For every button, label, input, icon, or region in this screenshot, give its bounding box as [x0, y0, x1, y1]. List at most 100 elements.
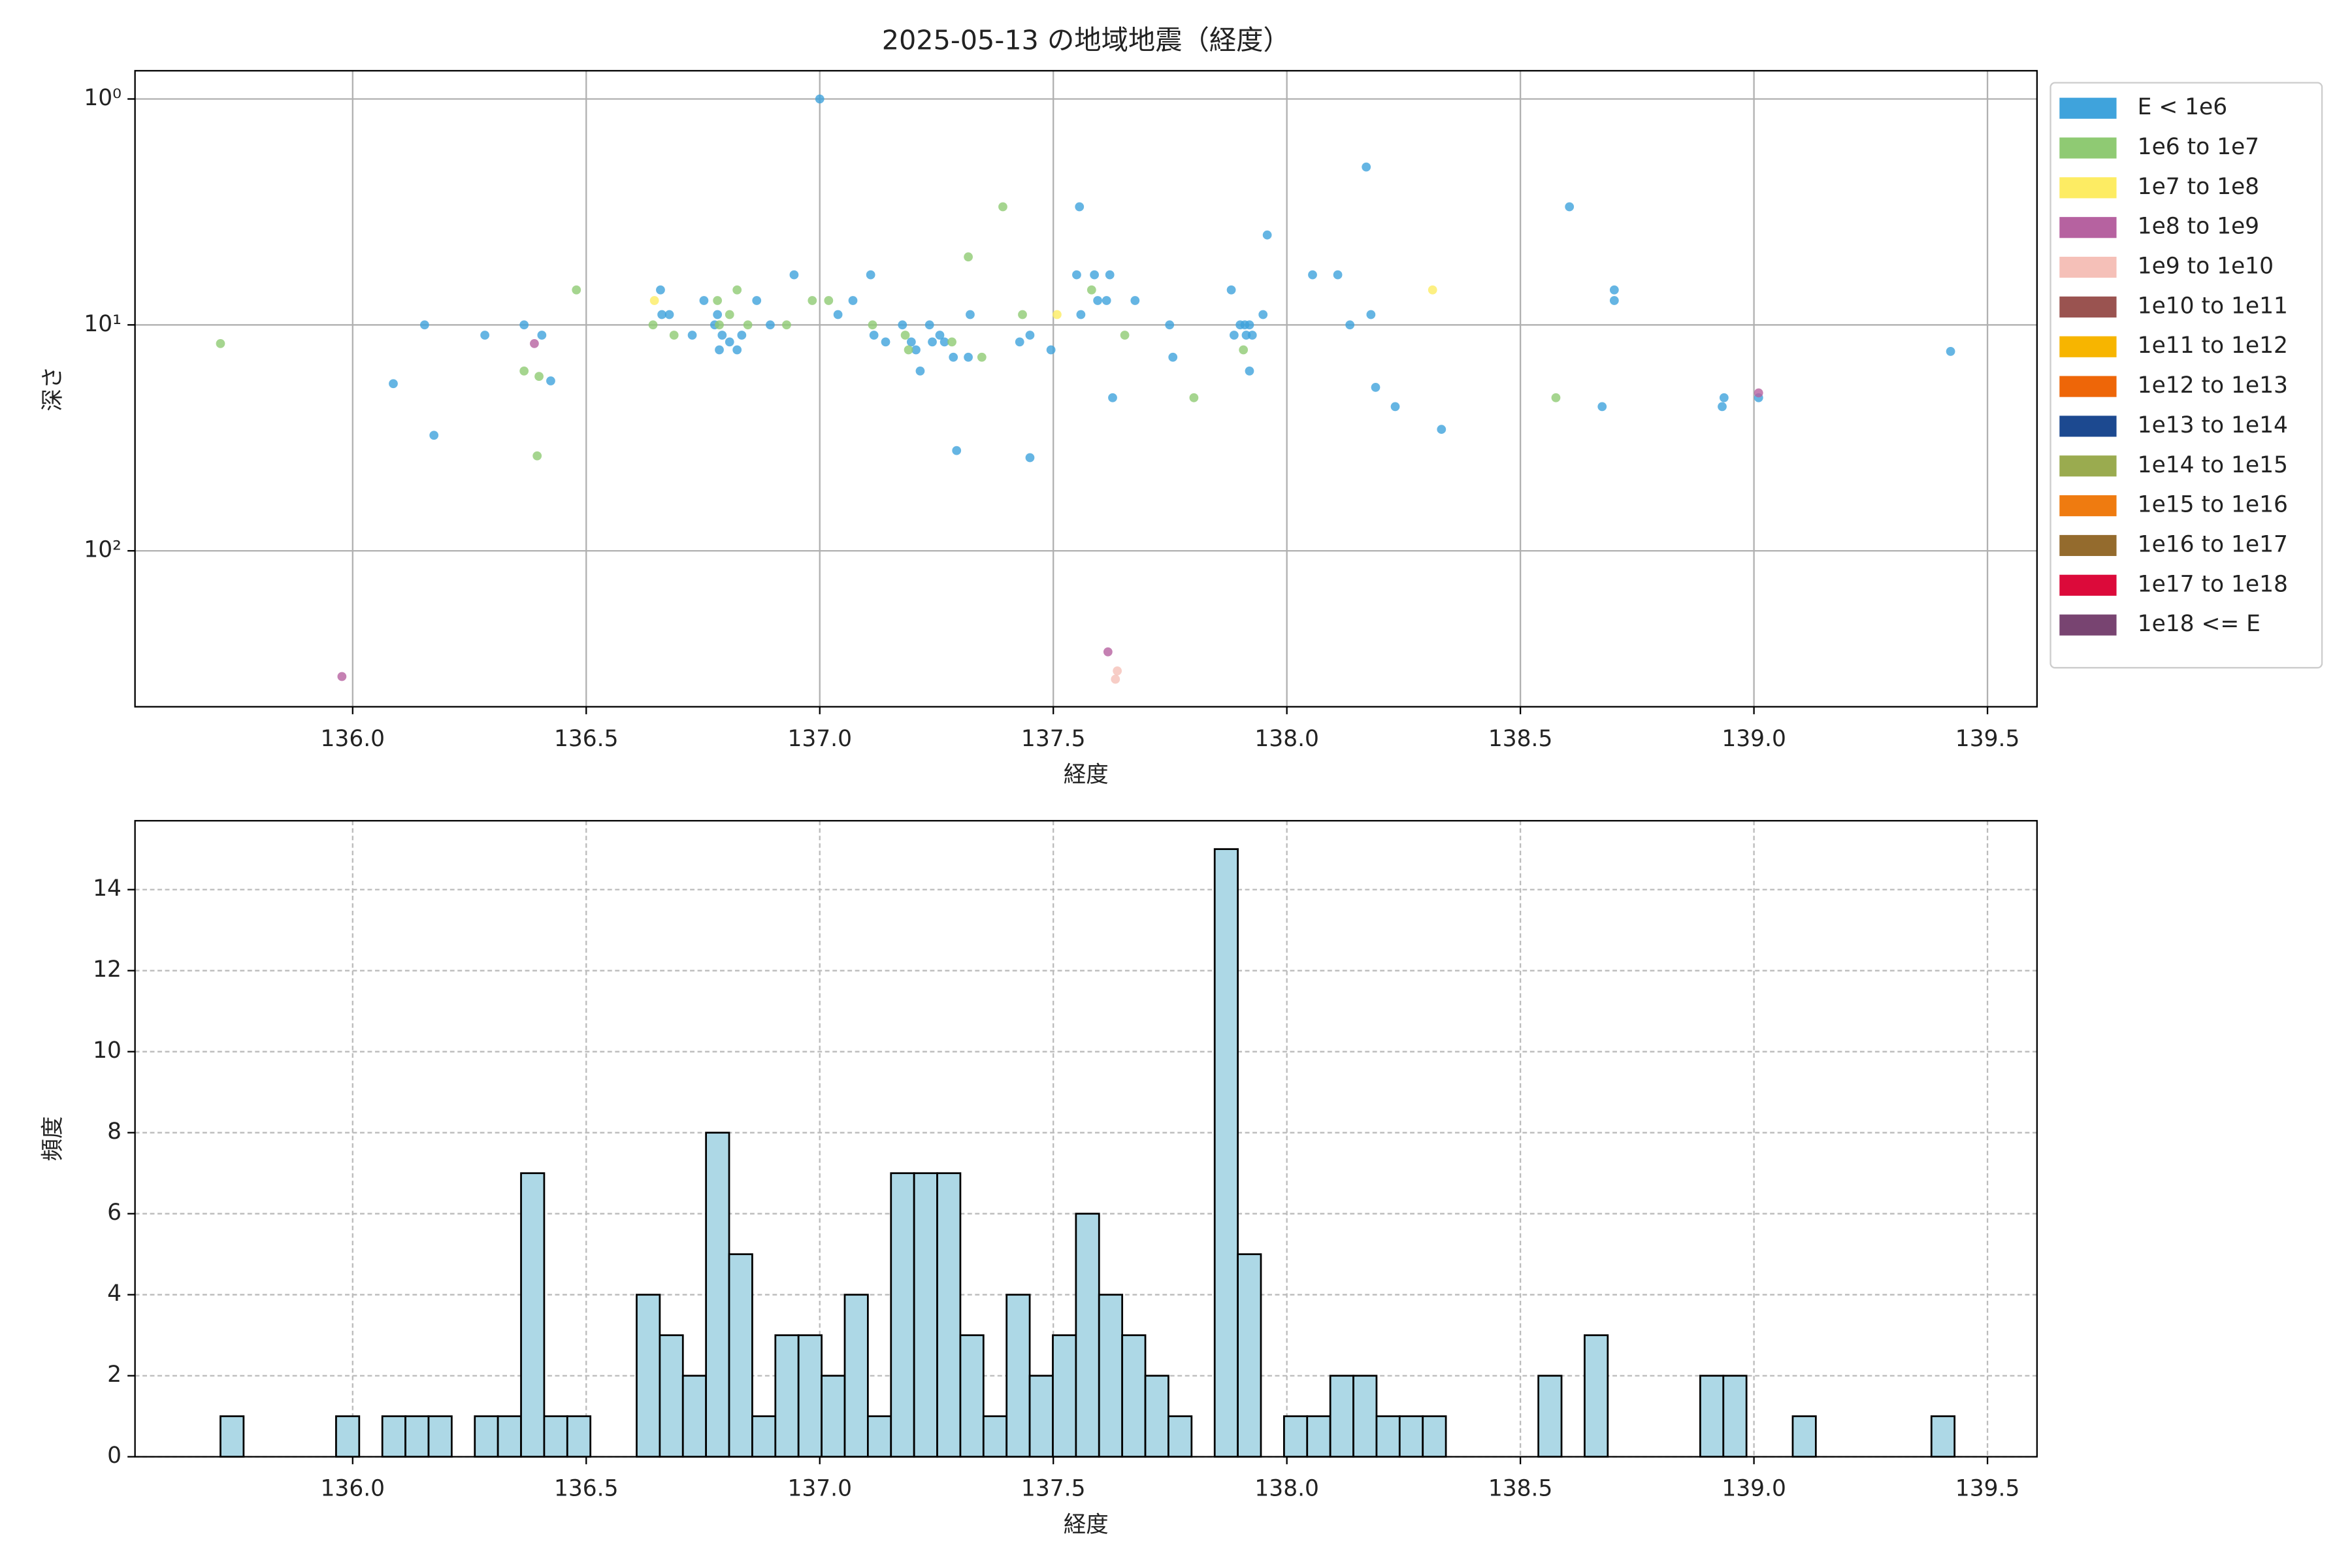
x-tick-label: 137.0 — [787, 1476, 852, 1502]
data-point — [952, 446, 962, 455]
bar — [659, 1334, 684, 1458]
data-point — [911, 345, 921, 355]
data-point — [1565, 202, 1575, 212]
data-point — [881, 337, 890, 347]
data-point — [1719, 393, 1729, 402]
data-point — [868, 320, 877, 330]
bar — [1791, 1415, 1817, 1458]
y-tick-label: 0 — [107, 1443, 122, 1469]
x-tick-label: 136.5 — [554, 1476, 619, 1502]
bar — [1722, 1375, 1748, 1458]
bar — [1422, 1415, 1447, 1458]
data-point — [713, 310, 723, 319]
data-point — [664, 310, 674, 319]
data-point — [519, 320, 529, 330]
data-point — [1015, 337, 1024, 347]
legend-swatch — [2059, 614, 2117, 636]
legend-label: 1e7 to 1e8 — [2138, 174, 2259, 200]
data-point — [1609, 296, 1619, 305]
data-point — [898, 320, 907, 330]
bar — [797, 1334, 823, 1458]
data-point — [717, 331, 727, 340]
data-point — [1046, 345, 1056, 355]
data-point — [1025, 453, 1035, 463]
data-point — [766, 320, 775, 330]
data-point — [966, 310, 975, 319]
bar — [1144, 1375, 1169, 1458]
bar — [1121, 1334, 1147, 1458]
data-point — [480, 331, 490, 340]
data-point — [732, 285, 742, 295]
chart-title: 2025-05-13 の地域地震（経度） — [882, 25, 1290, 56]
legend-label: 1e18 <= E — [2138, 611, 2261, 637]
bar — [890, 1172, 915, 1458]
x-axis-label: 経度 — [1064, 1512, 1109, 1538]
legend-label: 1e8 to 1e9 — [2138, 214, 2259, 240]
data-point — [949, 352, 958, 362]
legend-label: 1e11 to 1e12 — [2138, 333, 2288, 359]
data-point — [537, 331, 547, 340]
data-point — [572, 285, 581, 295]
legend-label: 1e17 to 1e18 — [2138, 571, 2288, 597]
data-point — [713, 296, 723, 305]
data-point — [1168, 352, 1178, 362]
data-point — [1262, 230, 1272, 240]
data-point — [546, 376, 555, 385]
bar — [543, 1415, 568, 1458]
legend-swatch — [2059, 137, 2117, 159]
data-point — [1247, 331, 1257, 340]
data-point — [1076, 310, 1086, 319]
data-point — [1597, 402, 1607, 412]
bar — [1375, 1415, 1401, 1458]
bar — [1168, 1415, 1193, 1458]
bar — [1213, 848, 1239, 1458]
data-point — [1366, 310, 1376, 319]
data-point — [1245, 320, 1254, 330]
data-point — [669, 331, 679, 340]
y-tick-label: 6 — [107, 1200, 122, 1226]
bar — [1398, 1415, 1424, 1458]
data-point — [1189, 393, 1199, 402]
data-point — [900, 331, 910, 340]
bar — [1584, 1334, 1609, 1458]
data-point — [715, 320, 724, 330]
y-tick-label: 10 — [93, 1037, 122, 1064]
data-point — [935, 331, 945, 340]
data-point — [1371, 383, 1380, 392]
x-axis-label: 経度 — [1064, 762, 1109, 788]
x-tick-label: 136.0 — [321, 726, 385, 752]
bar — [335, 1415, 361, 1458]
bar — [1237, 1253, 1262, 1458]
bar — [959, 1334, 985, 1458]
data-point — [519, 366, 529, 376]
x-tick-label: 138.5 — [1488, 1476, 1553, 1502]
bar — [381, 1415, 406, 1458]
y-tick-label: 14 — [93, 875, 122, 902]
bar — [1052, 1334, 1077, 1458]
y-tick-label: 10¹ — [84, 311, 122, 337]
bar — [1028, 1375, 1054, 1458]
x-tick-label: 138.0 — [1254, 1476, 1319, 1502]
bar — [1283, 1415, 1309, 1458]
data-point — [1946, 346, 1955, 356]
x-tick-label: 137.0 — [787, 726, 852, 752]
x-tick-label: 138.0 — [1254, 726, 1319, 752]
data-point — [1086, 285, 1096, 295]
data-point — [964, 252, 973, 262]
x-tick-label: 139.5 — [1955, 1476, 2020, 1502]
x-tick-label: 137.5 — [1021, 1476, 1086, 1502]
data-point — [998, 202, 1007, 212]
data-point — [1754, 388, 1763, 398]
data-point — [824, 296, 834, 305]
legend-label: 1e16 to 1e17 — [2138, 531, 2288, 557]
legend-swatch — [2059, 574, 2117, 596]
legend-label: 1e10 to 1e11 — [2138, 293, 2288, 319]
bar — [404, 1415, 430, 1458]
bar — [821, 1375, 846, 1458]
data-point — [732, 345, 742, 355]
legend-swatch — [2059, 97, 2117, 119]
data-point — [1428, 285, 1437, 295]
data-point — [1362, 162, 1371, 172]
data-point — [906, 337, 916, 347]
